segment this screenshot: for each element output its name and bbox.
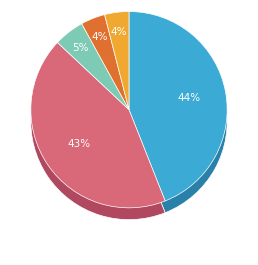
Wedge shape [31, 54, 165, 220]
Wedge shape [104, 11, 129, 110]
Wedge shape [104, 23, 129, 121]
Text: 44%: 44% [177, 93, 200, 103]
Wedge shape [82, 26, 129, 121]
Text: 4%: 4% [92, 32, 108, 42]
Wedge shape [31, 42, 165, 208]
Wedge shape [82, 15, 129, 110]
Wedge shape [129, 23, 227, 213]
Text: 5%: 5% [72, 43, 89, 53]
Text: 4%: 4% [111, 27, 127, 37]
Wedge shape [58, 36, 129, 121]
Text: 43%: 43% [67, 139, 90, 149]
Wedge shape [129, 11, 227, 201]
Wedge shape [58, 24, 129, 110]
